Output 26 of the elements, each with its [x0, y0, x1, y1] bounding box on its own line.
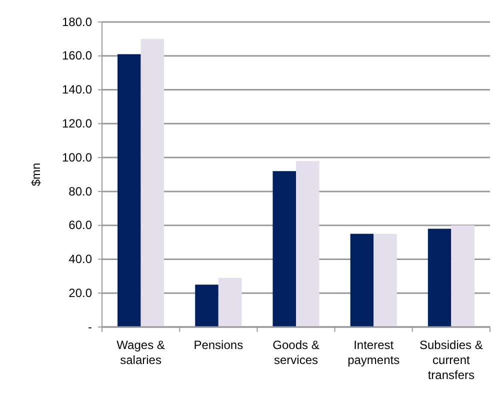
x-tick-label: Subsidies & current transfers	[420, 338, 483, 382]
bar	[428, 228, 452, 327]
bar	[118, 54, 141, 327]
bar	[195, 284, 218, 327]
x-tick-label: Pensions	[194, 338, 244, 352]
y-tick-label: -	[88, 320, 92, 334]
y-tick-label: 160.0	[62, 48, 92, 63]
y-axis-title: $mn	[29, 162, 43, 186]
bar	[140, 38, 164, 327]
x-tick-label: Interest payments	[348, 338, 400, 367]
bar	[296, 160, 320, 327]
y-tick-label: 80.0	[68, 184, 92, 198]
y-tick-label: 20.0	[68, 286, 92, 300]
bar	[451, 225, 474, 327]
bar	[350, 234, 374, 327]
y-tick-label: 120.0	[62, 116, 92, 131]
y-tick-label: 60.0	[68, 218, 92, 232]
y-tick-label: 180.0	[62, 14, 92, 29]
x-tick-label: Goods & services	[272, 338, 320, 367]
x-tick-label: Wages & salaries	[116, 338, 165, 367]
bar	[272, 171, 296, 327]
y-tick-label: 100.0	[62, 150, 92, 164]
bar	[374, 234, 397, 327]
y-tick-label: 140.0	[62, 82, 92, 97]
y-tick-label: 40.0	[68, 252, 92, 266]
bar	[218, 278, 242, 327]
